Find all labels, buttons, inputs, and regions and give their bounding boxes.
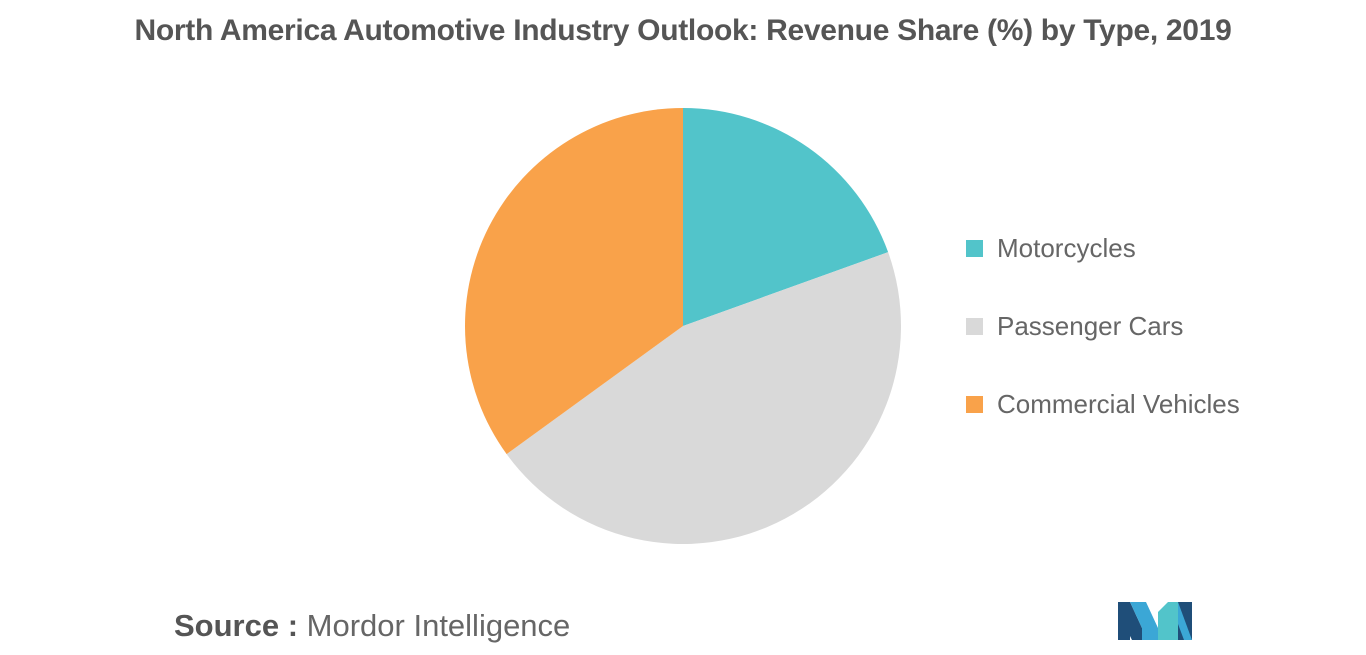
source-line: Source : Mordor Intelligence	[174, 608, 570, 644]
legend-swatch-motorcycles	[966, 239, 983, 257]
source-value: Mordor Intelligence	[306, 608, 571, 643]
mordor-intelligence-logo-icon	[1118, 602, 1192, 640]
source-label: Source :	[174, 608, 299, 643]
chart-title: North America Automotive Industry Outloo…	[134, 14, 1232, 47]
legend-swatch-commercial-vehicles	[966, 395, 983, 413]
legend-label: Passenger Cars	[997, 310, 1184, 341]
legend-item-motorcycles: Motorcycles	[966, 230, 1240, 266]
legend-label: Commercial Vehicles	[997, 388, 1240, 419]
pie-slice-passenger-cars	[506, 252, 901, 544]
pie-slice-commercial-vehicles	[465, 108, 683, 455]
pie-slice-motorcycles	[683, 108, 889, 326]
legend: Motorcycles Passenger Cars Commercial Ve…	[966, 230, 1240, 464]
legend-swatch-passenger-cars	[966, 317, 983, 335]
legend-item-commercial-vehicles: Commercial Vehicles	[966, 386, 1240, 422]
legend-item-passenger-cars: Passenger Cars	[966, 308, 1240, 344]
legend-label: Motorcycles	[997, 232, 1136, 263]
